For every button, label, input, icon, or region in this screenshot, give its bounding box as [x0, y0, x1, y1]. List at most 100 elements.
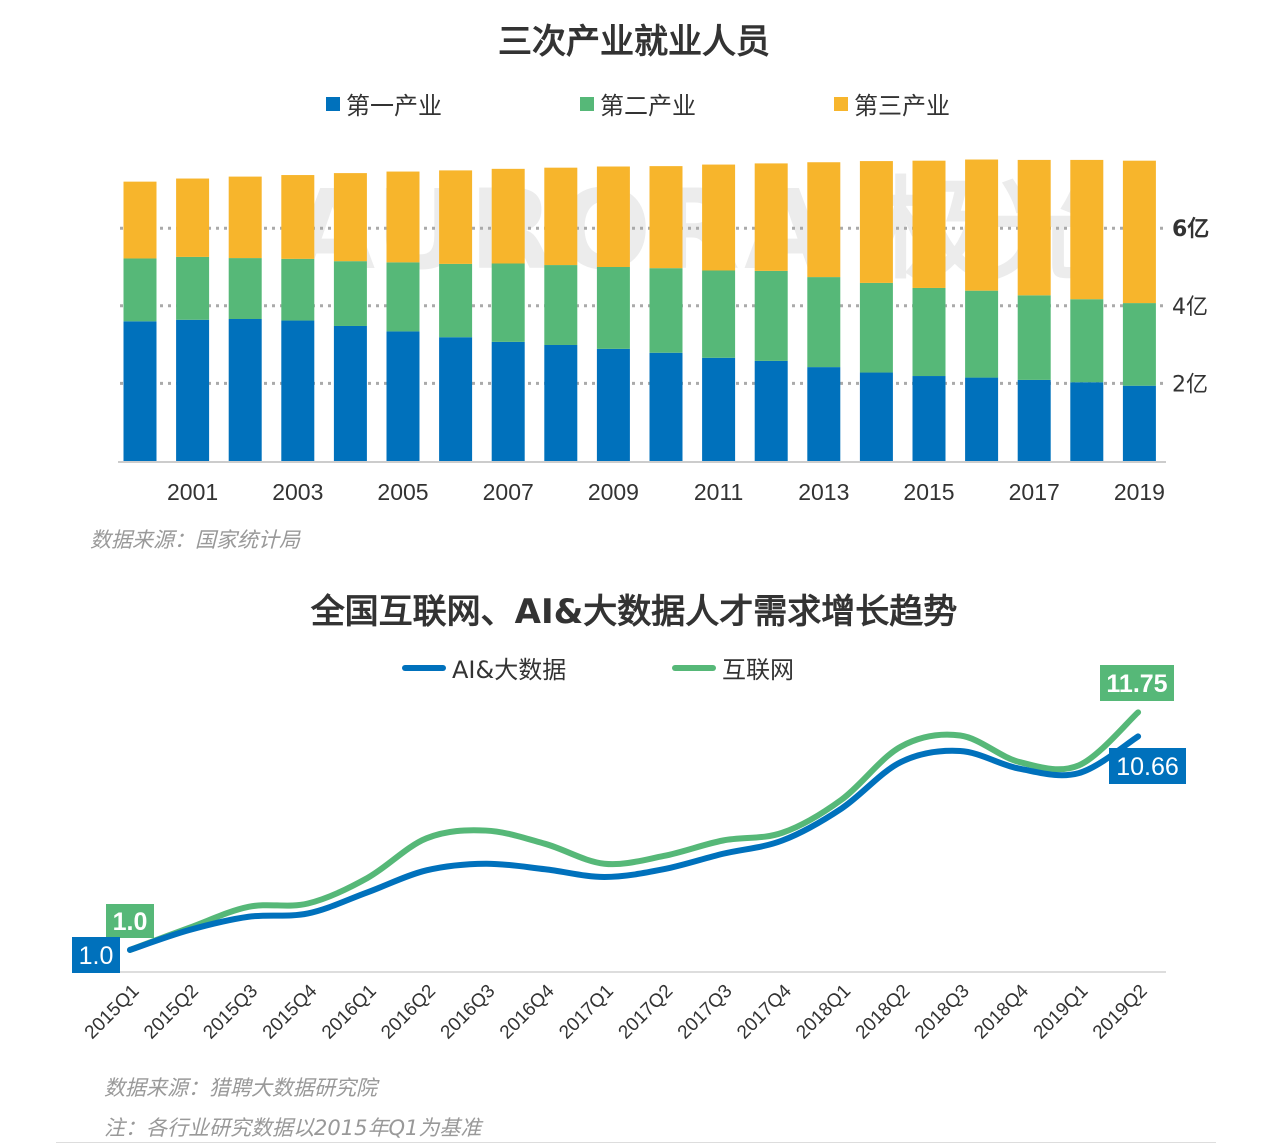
x-tick-label: 2005	[377, 479, 428, 505]
y-tick-label: 6亿	[1172, 217, 1209, 242]
bar-segment-2005	[386, 171, 420, 263]
bar-segment-2015	[912, 287, 946, 377]
x-tick-label: 2016Q2	[377, 981, 440, 1044]
data-label-internet-end-bg	[1100, 665, 1174, 701]
bar-segment-2005	[386, 262, 420, 332]
bar-segment-2009	[596, 166, 630, 267]
bar-segment-2018	[1070, 299, 1104, 383]
bar-segment-2000	[123, 321, 157, 461]
legend-item-secondary: 第二产业	[580, 86, 696, 121]
series-line-ai	[127, 733, 1142, 953]
bar-segment-2009	[596, 348, 630, 461]
data-label-internet-start-bg	[106, 904, 154, 938]
x-tick-label: 2018Q4	[970, 980, 1033, 1043]
bar-segment-2003	[281, 175, 315, 259]
bar-segment-2006	[439, 337, 473, 461]
bar-segment-2006	[439, 263, 473, 338]
legend-label: 第一产业	[346, 92, 442, 120]
bar-segment-2004	[333, 261, 367, 326]
bar-segment-2015	[912, 376, 946, 461]
legend-label: 第三产业	[854, 92, 950, 120]
bar-segment-2012	[754, 163, 788, 271]
bar-segment-2011	[702, 164, 736, 271]
legend-item-ai: AI&大数据	[402, 650, 566, 685]
bar-segment-2013	[807, 277, 841, 368]
bar-segment-2002	[228, 318, 262, 461]
x-tick-label: 2017	[1009, 479, 1060, 505]
bar-segment-2011	[702, 270, 736, 358]
series-line-internet	[127, 709, 1142, 953]
bar-segment-2013	[807, 367, 841, 461]
x-tick-label: 2007	[483, 479, 534, 505]
x-tick-label: 2015	[903, 479, 954, 505]
chart2-note: 注：各行业研究数据以2015年Q1为基准	[104, 1116, 482, 1140]
bar-segment-2006	[439, 170, 473, 264]
x-tick-label: 2013	[798, 479, 849, 505]
bar-chart: 2亿 4亿 6亿 2001 2003 2005 2007 2009 2011 2013 2015 20…	[118, 159, 1209, 505]
x-tick-label: 2017Q1	[555, 981, 618, 1044]
legend-item-internet: 互联网	[672, 650, 794, 685]
data-label-internet-start: 1.0	[113, 908, 148, 936]
bar-segment-2013	[807, 162, 841, 278]
bar-segment-2019	[1122, 160, 1156, 304]
bar-segment-2010	[649, 268, 683, 353]
legend-swatch	[834, 96, 848, 111]
bar-segment-2012	[754, 270, 788, 361]
x-tick-label: 2017Q2	[615, 981, 678, 1044]
bar-segment-2000	[123, 181, 157, 259]
x-tick-label: 2003	[272, 479, 323, 505]
chart2-source: 数据来源：猎聘大数据研究院	[104, 1076, 377, 1100]
bar-segment-2004	[333, 173, 367, 262]
chart1-source: 数据来源：国家统计局	[90, 528, 300, 552]
bar-segment-2016	[965, 377, 999, 461]
x-tick-label: 2015Q2	[140, 981, 203, 1044]
y-tick-label: 2亿	[1172, 372, 1208, 397]
bar-segment-2007	[491, 263, 525, 342]
bar-segment-2000	[123, 258, 157, 322]
x-tick-label: 2016Q3	[437, 981, 500, 1044]
bar-segment-2015	[912, 160, 946, 288]
bar-segment-2003	[281, 258, 315, 321]
bar-segment-2016	[965, 290, 999, 378]
bar-segment-2002	[228, 176, 262, 259]
bar-segment-2018	[1070, 382, 1104, 461]
bar-segment-2018	[1070, 159, 1104, 300]
bar-segment-2017	[1017, 379, 1051, 461]
legend-label: 第二产业	[600, 92, 696, 120]
bar-segment-2012	[754, 360, 788, 461]
bar-segment-2014	[859, 282, 893, 373]
x-tick-label: 2015Q1	[81, 981, 144, 1044]
x-tick-label: 2018Q2	[852, 981, 915, 1044]
x-tick-label: 2011	[694, 479, 743, 505]
chart2-title: 全国互联网、AI&大数据人才需求增长趋势	[310, 592, 958, 632]
legend-label: 互联网	[722, 656, 794, 684]
bar-segment-2017	[1017, 159, 1051, 296]
bar-segment-2011	[702, 357, 736, 461]
bar-segment-2008	[544, 265, 578, 345]
data-label-ai-end: 10.66	[1116, 753, 1179, 781]
legend-swatch	[672, 664, 716, 671]
x-tick-label: 2001	[167, 479, 218, 505]
x-tick-label: 2018Q3	[911, 981, 974, 1044]
watermark-logo: AURORA 极光	[290, 166, 1104, 294]
bar-segment-2010	[649, 352, 683, 461]
bar-segment-2014	[859, 161, 893, 283]
bar-segment-2016	[965, 159, 999, 291]
data-label-ai-end-bg	[1109, 748, 1186, 784]
bar-segment-2004	[333, 325, 367, 461]
legend-swatch	[326, 96, 340, 111]
bar-segment-2017	[1017, 295, 1051, 380]
bar-segment-2003	[281, 320, 315, 461]
bar-segment-2019	[1122, 385, 1156, 461]
bar-segment-2008	[544, 167, 578, 266]
bottom-divider	[56, 1142, 1216, 1143]
x-tick-label: 2019	[1114, 479, 1165, 505]
bar-segment-2019	[1122, 303, 1156, 386]
data-label-internet-end: 11.75	[1106, 670, 1167, 698]
bar-segment-2001	[176, 178, 210, 257]
x-tick-label: 2015Q4	[259, 980, 322, 1043]
bar-segment-2007	[491, 341, 525, 461]
x-tick-label: 2016Q1	[318, 981, 381, 1044]
